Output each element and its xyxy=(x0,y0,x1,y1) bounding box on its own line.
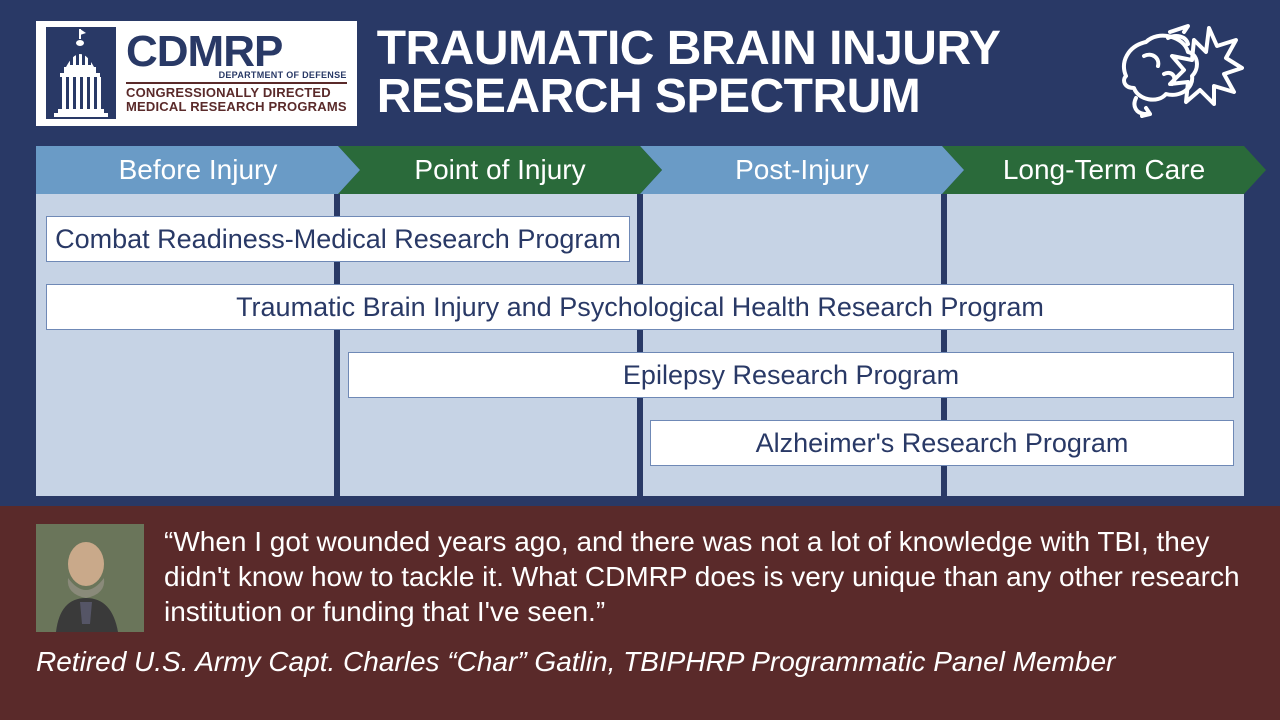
logo-fullname: CONGRESSIONALLY DIRECTED MEDICAL RESEARC… xyxy=(126,86,347,113)
phase-point-of-injury: Point of Injury xyxy=(338,146,662,194)
speaker-photo xyxy=(36,524,144,632)
phase-post-injury: Post-Injury xyxy=(640,146,964,194)
phase-header-row: Before InjuryPoint of InjuryPost-InjuryL… xyxy=(36,146,1244,194)
cdmrp-logo: CDMRP DEPARTMENT OF DEFENSE CONGRESSIONA… xyxy=(36,21,357,126)
quote-attribution: Retired U.S. Army Capt. Charles “Char” G… xyxy=(36,646,1244,678)
logo-text: CDMRP DEPARTMENT OF DEFENSE CONGRESSIONA… xyxy=(126,33,347,114)
program-bar: Traumatic Brain Injury and Psychological… xyxy=(46,284,1234,330)
phase-before-injury: Before Injury xyxy=(36,146,360,194)
phase-long-term-care: Long-Term Care xyxy=(942,146,1266,194)
capitol-icon xyxy=(46,27,116,119)
program-bar: Alzheimer's Research Program xyxy=(650,420,1234,466)
quote-section: “When I got wounded years ago, and there… xyxy=(0,506,1280,720)
program-bar: Combat Readiness-Medical Research Progra… xyxy=(46,216,630,262)
page-title: TRAUMATIC BRAIN INJURY RESEARCH SPECTRUM xyxy=(377,25,1094,121)
logo-department: DEPARTMENT OF DEFENSE xyxy=(126,70,347,84)
brain-impact-icon xyxy=(1114,18,1244,128)
program-bar: Epilepsy Research Program xyxy=(348,352,1234,398)
header: CDMRP DEPARTMENT OF DEFENSE CONGRESSIONA… xyxy=(0,0,1280,136)
spectrum-chart: Before InjuryPoint of InjuryPost-InjuryL… xyxy=(36,146,1244,496)
quote-text: “When I got wounded years ago, and there… xyxy=(164,524,1244,629)
logo-acronym: CDMRP xyxy=(126,33,347,70)
